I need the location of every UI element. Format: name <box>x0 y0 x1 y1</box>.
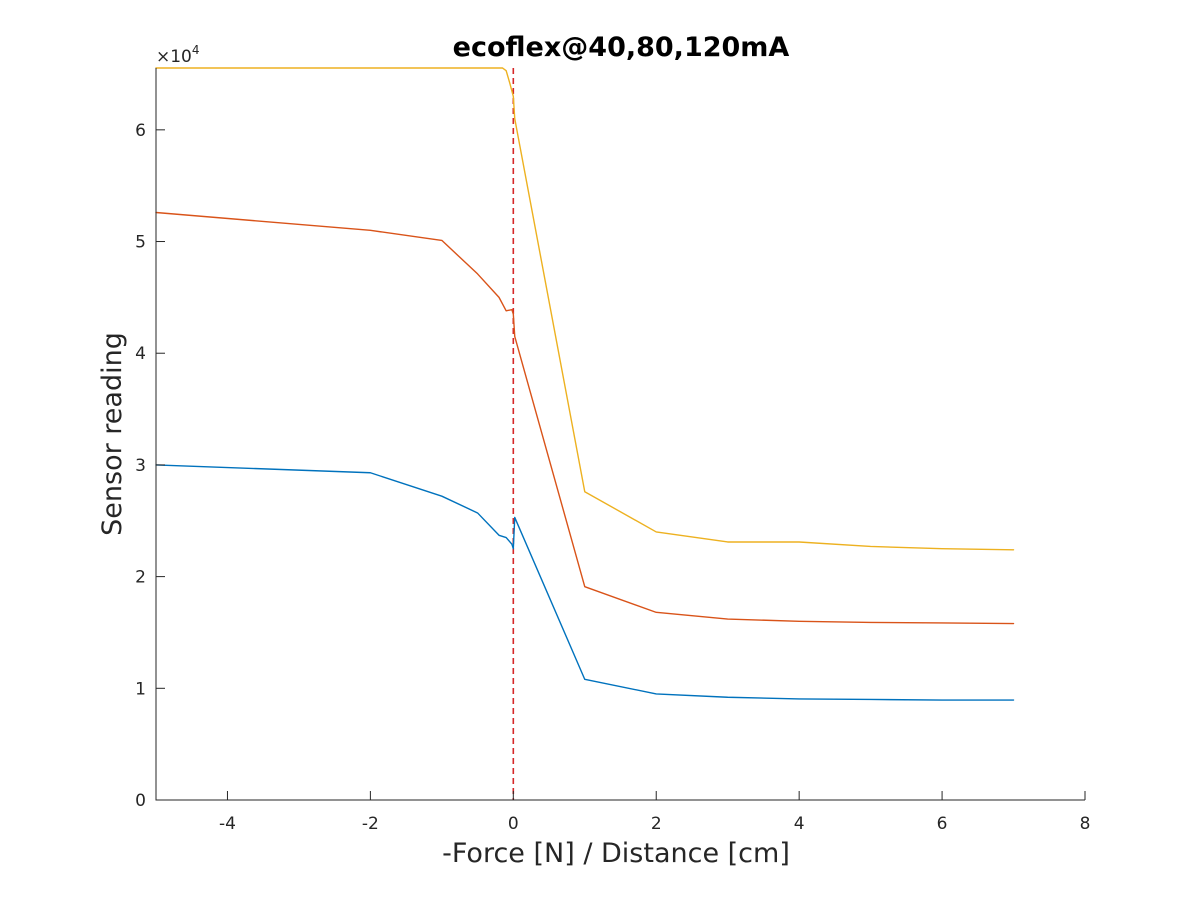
y-exponent-label: ×104 <box>156 43 200 67</box>
x-tick-label: -2 <box>362 814 379 834</box>
x-tick-label: 2 <box>651 814 662 834</box>
plot-area: -4 -2 0 2 4 6 8 0 1 2 3 4 5 6 <box>135 67 1090 834</box>
x-tick-label: 8 <box>1080 814 1091 834</box>
series-layer <box>155 67 1015 701</box>
x-tick-label: 0 <box>508 814 519 834</box>
x-axis-label: -Force [N] / Distance [cm] <box>442 838 790 869</box>
chart-title: ecoflex@40,80,120mA <box>453 32 790 63</box>
x-tick-label: 6 <box>937 814 948 834</box>
y-tick-label: 6 <box>135 121 146 141</box>
y-tick-label: 1 <box>135 679 146 699</box>
y-tick-label: 0 <box>135 791 146 811</box>
y-tick-label: 4 <box>135 344 146 364</box>
series-line-2 <box>155 211 1015 625</box>
y-axis-label: Sensor reading <box>97 332 128 536</box>
y-tick-label: 3 <box>135 456 146 476</box>
x-ticks: -4 -2 0 2 4 6 8 <box>219 791 1090 834</box>
x-tick-label: -4 <box>219 814 236 834</box>
series-line-1 <box>155 464 1015 701</box>
y-tick-label: 5 <box>135 233 146 253</box>
series-line-3 <box>155 67 1015 551</box>
y-ticks: 0 1 2 3 4 5 6 <box>135 121 165 811</box>
y-tick-label: 2 <box>135 568 146 588</box>
y-exponent-power: 4 <box>192 43 200 57</box>
x-tick-label: 4 <box>794 814 805 834</box>
y-exponent-base: ×10 <box>156 47 192 67</box>
